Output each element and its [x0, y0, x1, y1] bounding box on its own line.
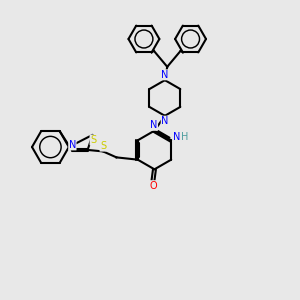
Text: N: N — [161, 116, 169, 126]
Text: O: O — [149, 181, 157, 191]
Text: S: S — [90, 135, 96, 145]
Text: N: N — [150, 120, 158, 130]
Text: H: H — [181, 132, 188, 142]
Text: N: N — [69, 140, 76, 150]
Text: N: N — [161, 70, 169, 80]
Text: N: N — [173, 132, 180, 142]
Text: S: S — [100, 141, 106, 151]
